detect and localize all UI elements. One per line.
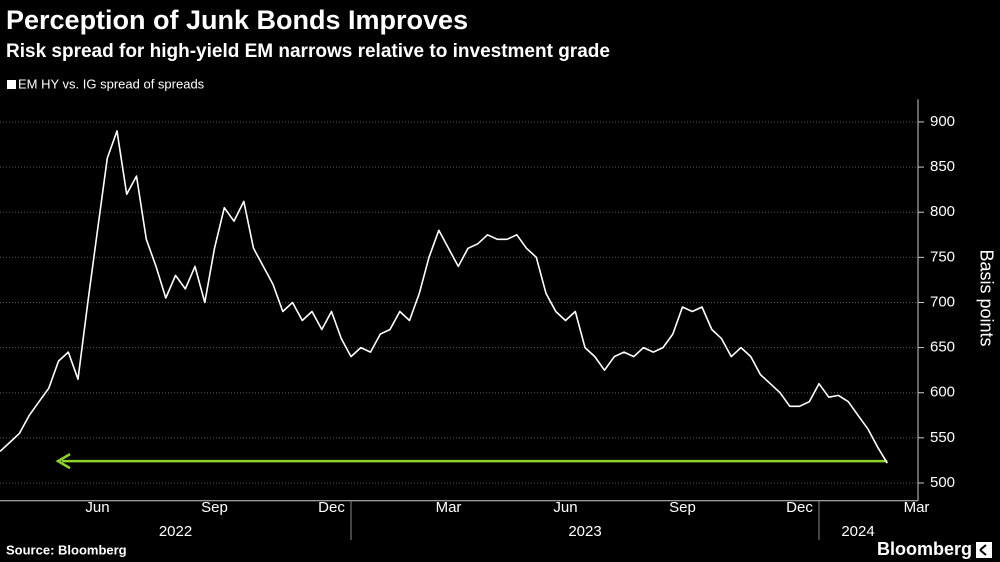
y-tick-label: 700: [930, 293, 955, 310]
x-tick-label: Sep: [201, 499, 228, 516]
x-tick-label: Dec: [318, 499, 345, 516]
source: Source: Bloomberg: [6, 542, 127, 557]
y-axis-label: Basis points: [976, 249, 996, 346]
legend-label: EM HY vs. IG spread of spreads: [18, 76, 205, 91]
brand-icon: [976, 542, 992, 558]
highlight-arrowhead: [55, 453, 71, 470]
y-tick-label: 850: [930, 158, 955, 175]
x-tick-label: Jun: [553, 499, 577, 516]
brand: Bloomberg: [877, 539, 972, 559]
year-label: 2024: [841, 523, 874, 540]
chart-title: Perception of Junk Bonds Improves: [6, 5, 468, 35]
x-tick-label: Mar: [904, 499, 930, 516]
y-tick-label: 550: [930, 429, 955, 446]
y-tick-label: 750: [930, 248, 955, 265]
y-tick-label: 600: [930, 384, 955, 401]
chart-subtitle: Risk spread for high-yield EM narrows re…: [6, 41, 610, 62]
year-label: 2023: [568, 523, 601, 540]
brand-icon-mark: [979, 544, 987, 556]
x-tick-label: Jun: [85, 499, 109, 516]
x-tick-label: Dec: [786, 499, 813, 516]
y-tick-label: 500: [930, 474, 955, 491]
year-label: 2022: [159, 523, 192, 540]
x-tick-label: Mar: [436, 499, 462, 516]
legend-swatch: [7, 80, 16, 89]
y-tick-label: 650: [930, 339, 955, 356]
x-tick-label: Sep: [669, 499, 696, 516]
line-series: [0, 130, 888, 464]
y-tick-label: 900: [930, 113, 955, 130]
y-tick-label: 800: [930, 203, 955, 220]
